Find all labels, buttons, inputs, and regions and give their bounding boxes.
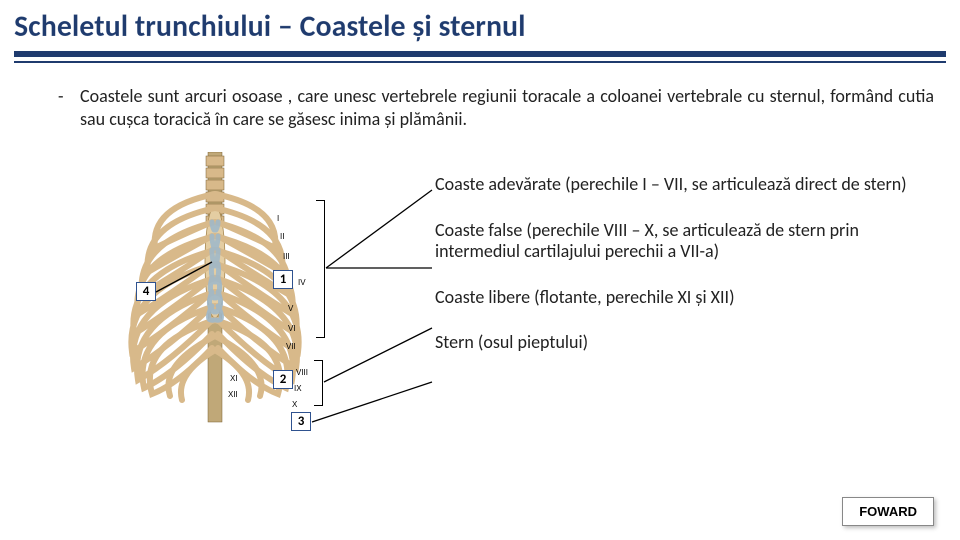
desc-floating: Coaste libere (flotante, perechile XI și… <box>435 287 930 309</box>
page-title: Scheletul trunchiului – Coastele și ster… <box>0 0 960 49</box>
desc-true-ribs: Coaste adevărate (perechile I – VII, se … <box>435 174 930 196</box>
intro-text: Coastele sunt arcuri osoase , care unesc… <box>80 85 934 130</box>
intro-block: - Coastele sunt arcuri osoase , care une… <box>0 63 960 130</box>
descriptions: Coaste adevărate (perechile I – VII, se … <box>435 174 930 378</box>
main-area: I II III IV V VI VII VIII IX X XI XII 1 … <box>0 130 960 490</box>
title-underline <box>14 51 946 63</box>
desc-false-ribs: Coaste false (perechile VIII – X, se art… <box>435 220 930 263</box>
desc-sternum: Stern (osul pieptului) <box>435 332 930 354</box>
intro-dash: - <box>58 85 80 130</box>
forward-button[interactable]: FOWARD <box>842 497 934 526</box>
